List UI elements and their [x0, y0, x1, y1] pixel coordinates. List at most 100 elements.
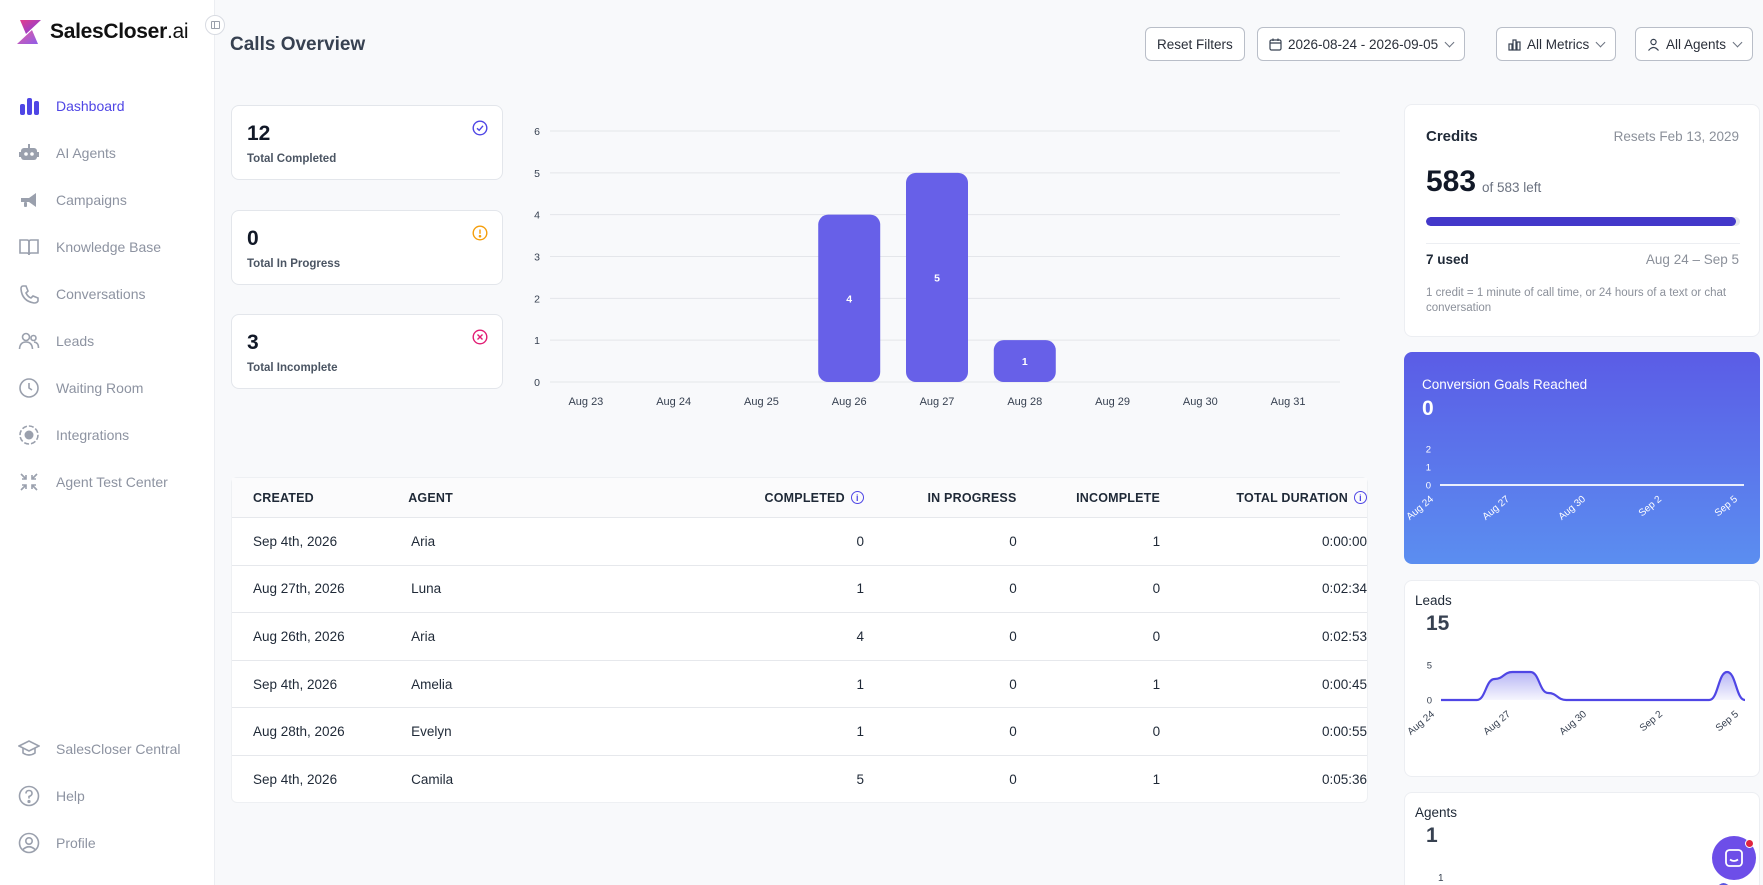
- credits-of-label: of 583 left: [1482, 180, 1542, 195]
- sidebar-item-label: Waiting Room: [56, 379, 144, 396]
- sidebar-item-ai-agents[interactable]: AI Agents: [0, 129, 215, 176]
- x-circle-icon: [472, 329, 488, 345]
- cell-in-progress: 0: [1009, 724, 1017, 740]
- sidebar-item-dashboard[interactable]: Dashboard: [0, 82, 215, 129]
- x-tick-label: Aug 25: [744, 396, 779, 408]
- reset-filters-label: Reset Filters: [1157, 36, 1233, 52]
- x-tick-label: Sep 5: [1714, 709, 1741, 735]
- sidebar-item-profile[interactable]: Profile: [0, 819, 215, 866]
- sidebar-item-label: AI Agents: [56, 144, 116, 161]
- table-header: CREATED AGENT COMPLETED i IN PROGRESS INC…: [232, 478, 1367, 518]
- cell-agent: Luna: [411, 581, 442, 597]
- cell-completed: 4: [856, 628, 865, 644]
- table-row[interactable]: Sep 4th, 2026 Aria 0 0 1 0:00:00: [232, 518, 1367, 566]
- alert-circle-icon: [472, 225, 488, 241]
- cell-incomplete: 1: [1152, 772, 1161, 788]
- sidebar-collapse-button[interactable]: [205, 15, 225, 35]
- sidebar-item-salescloser-central[interactable]: SalesCloser Central: [0, 725, 215, 772]
- reset-filters-button[interactable]: Reset Filters: [1145, 27, 1245, 61]
- cell-incomplete: 1: [1152, 676, 1161, 692]
- y-tick-label: 2: [1426, 445, 1431, 456]
- stat-value: 0: [247, 227, 259, 250]
- cell-agent: Evelyn: [411, 724, 452, 740]
- x-tick-label: Sep 5: [1713, 494, 1740, 520]
- leads-card: Leads 15 0 5 Aug 24 Aug 27 Aug 30 Sep 2 Sep 5: [1404, 580, 1760, 777]
- sidebar-item-waiting-room[interactable]: Waiting Room: [0, 364, 215, 411]
- credits-range: Aug 24 – Sep 5: [1645, 252, 1739, 267]
- chevron-down-icon: [1444, 37, 1455, 47]
- bar[interactable]: [906, 172, 968, 382]
- conversion-title: Conversion Goals Reached: [1422, 377, 1588, 392]
- table-row[interactable]: Aug 27th, 2026 Luna 1 0 0 0:02:34: [232, 566, 1367, 614]
- sidebar-item-conversations[interactable]: Conversations: [0, 270, 215, 317]
- table-row[interactable]: Sep 4th, 2026 Amelia 1 0 1 0:00:45: [232, 661, 1367, 709]
- y-tick-label: 4: [534, 210, 540, 222]
- conversion-goals-card: Conversion Goals Reached 0 0 1 2 Aug 24 Aug …: [1404, 352, 1760, 564]
- sidebar-item-label: Dashboard: [56, 97, 125, 114]
- col-total-duration[interactable]: TOTAL DURATION i: [1160, 491, 1367, 505]
- info-icon[interactable]: i: [850, 491, 864, 504]
- help-icon: [18, 785, 40, 807]
- info-icon[interactable]: i: [1354, 491, 1367, 504]
- bar[interactable]: [818, 214, 881, 382]
- sidebar-item-integrations[interactable]: Integrations: [0, 411, 215, 458]
- x-tick-label: Aug 23: [568, 396, 603, 408]
- logo-icon: [17, 20, 41, 44]
- x-tick-label: Aug 27: [1482, 709, 1514, 738]
- y-tick-label: 1: [534, 335, 540, 347]
- check-circle-icon: [472, 120, 488, 136]
- col-completed-label: COMPLETED: [764, 490, 845, 505]
- sidebar-item-help[interactable]: Help: [0, 772, 215, 819]
- logo[interactable]: SalesCloser.ai: [14, 17, 189, 47]
- credits-note: 1 credit = 1 minute of call time, or 24 …: [1426, 287, 1727, 314]
- stat-label: Total Completed: [247, 153, 337, 165]
- sidebar-item-label: Help: [56, 787, 85, 804]
- col-incomplete[interactable]: INCOMPLETE: [1076, 490, 1161, 505]
- x-tick-label: Aug 24: [1406, 709, 1438, 738]
- users-icon: [18, 330, 40, 352]
- metrics-dropdown[interactable]: All Metrics: [1496, 27, 1617, 61]
- col-agent[interactable]: AGENT: [408, 490, 453, 505]
- agents-card: Agents 1 1: [1404, 792, 1760, 885]
- cell-created: Aug 26th, 2026: [253, 628, 345, 644]
- table-row[interactable]: Aug 28th, 2026 Evelyn 1 0 0 0:00:55: [232, 708, 1367, 756]
- cell-incomplete: 1: [1152, 533, 1161, 549]
- bar[interactable]: [993, 340, 1056, 382]
- cell-completed: 1: [856, 676, 865, 692]
- sidebar: SalesCloser.ai Dashboard AI Agents Campa…: [0, 0, 215, 885]
- sidebar-toggle-icon: [210, 21, 220, 29]
- credits-progress-fill: [1426, 217, 1737, 226]
- sidebar-item-label: SalesCloser Central: [56, 740, 181, 757]
- col-completed[interactable]: COMPLETED i: [558, 490, 864, 505]
- stat-card-completed: 12 Total Completed: [231, 105, 503, 180]
- table-row[interactable]: Aug 26th, 2026 Aria 4 0 0 0:02:53: [232, 613, 1367, 661]
- stat-label: Total Incomplete: [247, 362, 338, 374]
- sidebar-item-agent-test-center[interactable]: Agent Test Center: [0, 458, 215, 505]
- y-tick-label: 0: [1426, 481, 1431, 492]
- y-tick-label: 0: [1427, 696, 1432, 707]
- calls-table: CREATED AGENT COMPLETED i IN PROGRESS INC…: [231, 477, 1368, 803]
- sidebar-item-campaigns[interactable]: Campaigns: [0, 176, 215, 223]
- agents-chart: [1719, 883, 1729, 885]
- col-created[interactable]: CREATED: [253, 490, 314, 505]
- robot-icon: [18, 142, 40, 164]
- bar-value-label: 5: [934, 272, 940, 284]
- sidebar-item-label: Knowledge Base: [56, 238, 162, 255]
- megaphone-icon: [18, 189, 40, 211]
- sidebar-item-leads[interactable]: Leads: [0, 317, 215, 364]
- conversion-line-chart: 0 1 2 Aug 24 Aug 27 Aug 30 Sep 2 Sep 5: [1405, 445, 1744, 523]
- agents-dropdown[interactable]: All Agents: [1635, 27, 1754, 61]
- notification-dot: [1745, 839, 1754, 848]
- y-tick-label: 6: [534, 126, 540, 138]
- cell-duration: 0:00:55: [1321, 724, 1368, 740]
- date-range-picker[interactable]: 2026-08-24 - 2026-09-05: [1257, 27, 1466, 61]
- x-tick-label: Aug 27: [920, 396, 955, 408]
- sidebar-item-knowledge-base[interactable]: Knowledge Base: [0, 223, 215, 270]
- stat-label: Total In Progress: [247, 258, 341, 270]
- cell-created: Aug 28th, 2026: [253, 724, 345, 740]
- y-tick-label: 5: [1427, 661, 1432, 672]
- cell-duration: 0:00:00: [1321, 533, 1368, 549]
- table-row[interactable]: Sep 4th, 2026 Camila 5 0 1 0:05:36: [232, 756, 1367, 804]
- bottom-nav: SalesCloser Central Help Profile: [0, 725, 215, 866]
- col-in-progress[interactable]: IN PROGRESS: [927, 490, 1017, 505]
